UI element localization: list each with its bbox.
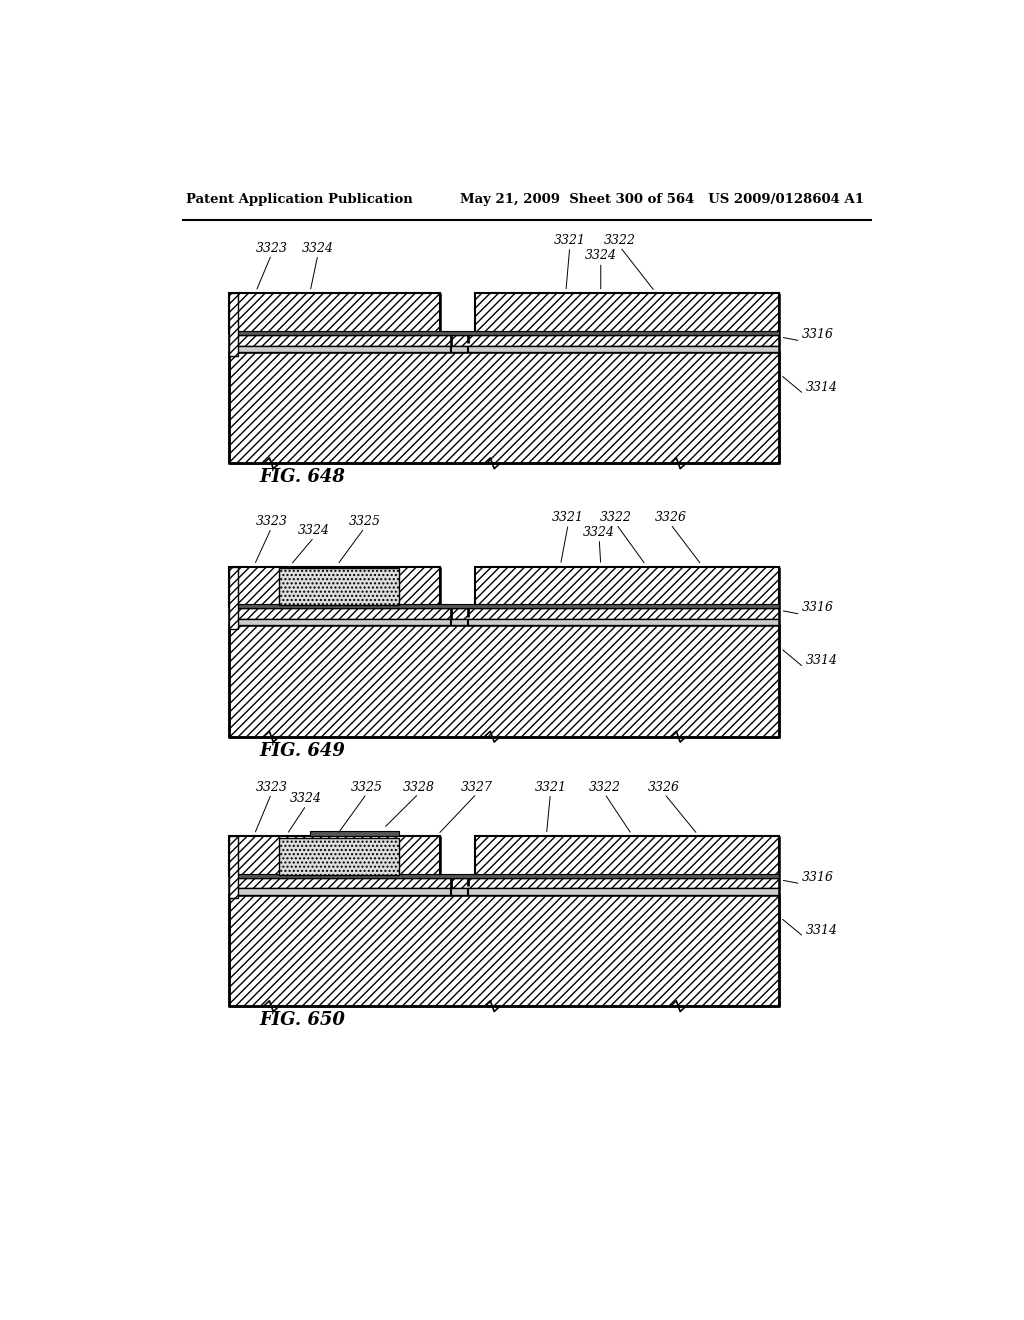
- Text: 3314: 3314: [806, 655, 838, 668]
- Text: 3325: 3325: [348, 515, 380, 528]
- Text: 3316: 3316: [802, 601, 835, 614]
- Bar: [310, 832, 399, 836]
- Bar: [228, 293, 439, 333]
- Bar: [228, 346, 779, 351]
- Text: 3322: 3322: [600, 511, 632, 524]
- Text: 3323: 3323: [255, 242, 288, 255]
- Bar: [228, 331, 779, 335]
- Text: FIG. 650: FIG. 650: [260, 1011, 346, 1030]
- Bar: [228, 874, 779, 878]
- Bar: [228, 335, 779, 346]
- Bar: [228, 293, 238, 355]
- Bar: [228, 351, 779, 463]
- Bar: [228, 895, 779, 1006]
- Bar: [474, 836, 779, 876]
- Text: 3324: 3324: [585, 249, 616, 263]
- Bar: [228, 566, 439, 607]
- Bar: [228, 888, 779, 895]
- Text: 3316: 3316: [802, 327, 835, 341]
- Bar: [474, 566, 779, 607]
- Text: 3322: 3322: [604, 234, 636, 247]
- Text: 3327: 3327: [461, 780, 493, 793]
- Bar: [228, 878, 779, 888]
- Bar: [228, 566, 238, 628]
- Bar: [228, 605, 779, 609]
- Bar: [228, 836, 439, 876]
- Text: 3322: 3322: [589, 780, 621, 793]
- Text: 3328: 3328: [402, 780, 434, 793]
- Text: 3324: 3324: [302, 242, 334, 255]
- Text: 3314: 3314: [806, 381, 838, 395]
- Text: 3324: 3324: [290, 792, 323, 805]
- Text: 3314: 3314: [806, 924, 838, 937]
- Text: FIG. 648: FIG. 648: [260, 469, 346, 487]
- Text: 3326: 3326: [654, 511, 686, 524]
- Bar: [228, 609, 779, 619]
- Text: 3321: 3321: [554, 234, 586, 247]
- Text: 3326: 3326: [648, 780, 680, 793]
- Text: 3325: 3325: [350, 780, 383, 793]
- Text: 3321: 3321: [552, 511, 585, 524]
- Text: 3324: 3324: [298, 524, 330, 537]
- Bar: [280, 568, 399, 605]
- Text: FIG. 649: FIG. 649: [260, 742, 346, 760]
- Text: 3316: 3316: [802, 871, 835, 884]
- Bar: [280, 837, 399, 874]
- Bar: [228, 619, 779, 626]
- Text: May 21, 2009  Sheet 300 of 564   US 2009/0128604 A1: May 21, 2009 Sheet 300 of 564 US 2009/01…: [460, 193, 864, 206]
- Text: 3323: 3323: [255, 515, 288, 528]
- Bar: [228, 626, 779, 737]
- Text: 3321: 3321: [535, 780, 566, 793]
- Text: 3323: 3323: [255, 780, 288, 793]
- Bar: [474, 293, 779, 333]
- Bar: [228, 836, 238, 899]
- Text: Patent Application Publication: Patent Application Publication: [186, 193, 413, 206]
- Text: 3324: 3324: [584, 525, 615, 539]
